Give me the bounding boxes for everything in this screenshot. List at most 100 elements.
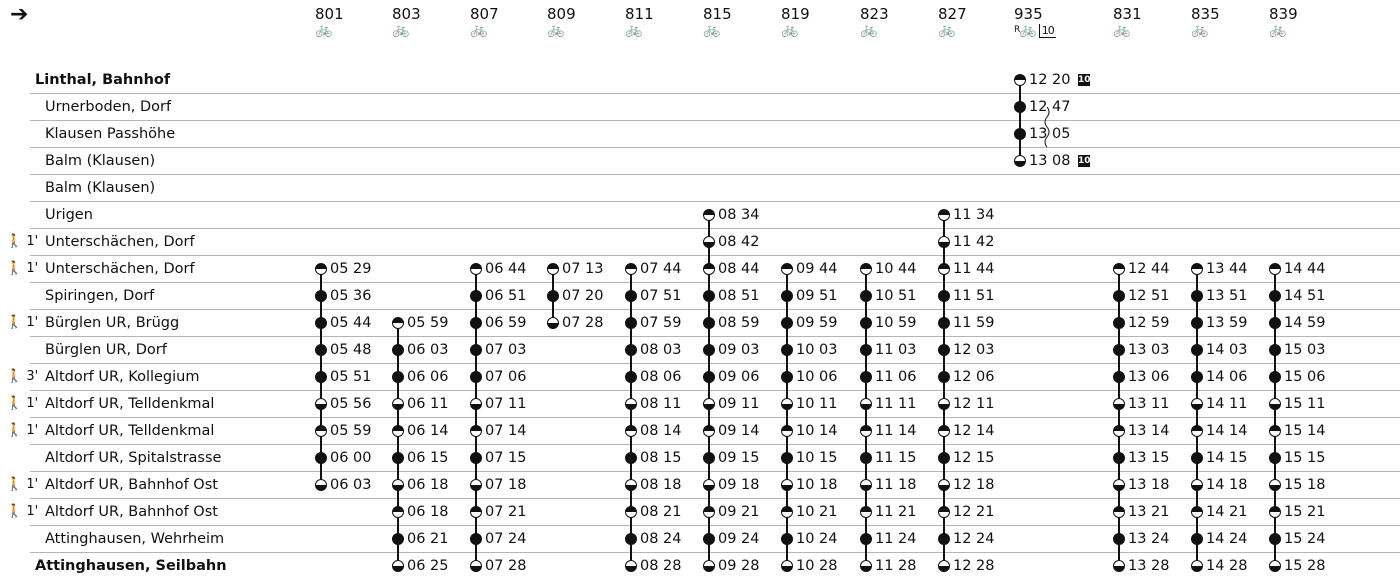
departure-time: 13 21 [1128,504,1170,520]
stop-dot-icon [470,398,482,410]
bicycle-icon: 🚲 [470,22,487,38]
departure-time: 13 03 [1128,342,1170,358]
stop-dot-icon [860,263,872,275]
stop-name: Altdorf UR, Telldenkmal [45,423,215,439]
stop-name: Klausen Passhöhe [45,126,176,142]
departure-time: 08 28 [640,558,682,574]
departure-time: 08 44 [718,261,760,277]
stop-dot-icon [625,371,637,383]
departure-time: 12 06 [953,369,995,385]
stop-dot-icon [781,479,793,491]
trip-header: 807 🚲 [470,6,499,38]
row-divider [30,525,1400,526]
stop-dot-icon [703,344,715,356]
departure-time: 13 05 [1029,126,1071,142]
stop-dot-icon [1113,317,1125,329]
stop-dot-icon [781,371,793,383]
stop-dot-icon [703,560,715,572]
trip-header: 835 🚲 [1191,6,1220,38]
departure-time: 08 51 [718,288,760,304]
walk-transfer-icon: 🚶 1' [6,315,39,330]
stop-dot-icon [860,452,872,464]
departure-time: 13 24 [1128,531,1170,547]
stop-dot-icon [781,533,793,545]
stop-dot-icon [703,506,715,518]
departure-time: 07 28 [562,315,604,331]
departure-time: 14 21 [1206,504,1248,520]
trip-header: 809 🚲 [547,6,576,38]
route-line [1118,269,1120,566]
stop-dot-icon [1113,425,1125,437]
stop-dot-icon [1113,506,1125,518]
stop-dot-icon [547,290,559,302]
departure-time: 06 14 [407,423,449,439]
stop-dot-icon [1014,101,1026,113]
stop-dot-icon [1014,128,1026,140]
departure-time: 14 15 [1206,450,1248,466]
stop-dot-icon [781,398,793,410]
walk-transfer-icon: 🚶 1' [6,477,39,492]
stop-name: Linthal, Bahnhof [35,72,171,88]
stop-dot-icon [392,452,404,464]
wavy-line-icon [1044,107,1050,148]
departure-time: 11 59 [953,315,995,331]
departure-time: 13 59 [1206,315,1248,331]
departure-time: 12 47 [1029,99,1071,115]
departure-time: 15 14 [1284,423,1326,439]
departure-time: 06 00 [330,450,372,466]
stop-dot-icon [938,263,950,275]
stop-dot-icon [1191,263,1203,275]
stop-dot-icon [392,533,404,545]
route-line [397,323,399,566]
stop-dot-icon [315,317,327,329]
stop-dot-icon [1191,344,1203,356]
departure-time: 13 06 [1128,369,1170,385]
stop-dot-icon [1269,344,1281,356]
stop-dot-icon [1113,263,1125,275]
bicycle-icon: 🚲 [860,22,877,38]
departure-time: 07 28 [485,558,527,574]
stop-dot-icon [938,344,950,356]
stop-name: Urigen [45,207,93,223]
row-divider [30,228,1400,229]
stop-dot-icon [703,425,715,437]
trip-header: 815 🚲 [703,6,732,38]
walk-transfer-icon: 🚶 1' [6,234,39,249]
walk-transfer-icon: 🚶 1' [6,423,39,438]
stop-dot-icon [938,479,950,491]
departure-time: 13 51 [1206,288,1248,304]
departure-time: 09 15 [718,450,760,466]
stop-name: Altdorf UR, Spitalstrasse [45,450,222,466]
footnote-marker: 10 [1038,24,1056,38]
departure-time: 14 59 [1284,315,1326,331]
trip-header: 839 🚲 [1269,6,1298,38]
departure-time: 15 03 [1284,342,1326,358]
stop-name: Unterschächen, Dorf [45,261,195,277]
stop-dot-icon [470,317,482,329]
departure-time: 07 15 [485,450,527,466]
departure-time: 11 21 [875,504,917,520]
stop-dot-icon [938,371,950,383]
row-divider [30,147,1400,148]
departure-time: 14 24 [1206,531,1248,547]
stop-name: Altdorf UR, Bahnhof Ost [45,504,218,520]
departure-time: 13 18 [1128,477,1170,493]
stop-dot-icon [625,479,637,491]
stop-dot-icon [315,290,327,302]
departure-time: 05 59 [407,315,449,331]
stop-dot-icon [1191,398,1203,410]
departure-time: 06 11 [407,396,449,412]
stop-dot-icon [1113,371,1125,383]
stop-dot-icon [1113,560,1125,572]
departure-time: 06 18 [407,477,449,493]
departure-time: 05 51 [330,369,372,385]
bicycle-icon: 🚲 [1113,22,1130,38]
departure-time: 11 51 [953,288,995,304]
trip-header: 819 🚲 [781,6,810,38]
departure-time: 11 18 [875,477,917,493]
departure-time: 14 11 [1206,396,1248,412]
departure-time: 07 14 [485,423,527,439]
stop-name: Altdorf UR, Bahnhof Ost [45,477,218,493]
departure-time: 06 44 [485,261,527,277]
departure-time: 09 24 [718,531,760,547]
